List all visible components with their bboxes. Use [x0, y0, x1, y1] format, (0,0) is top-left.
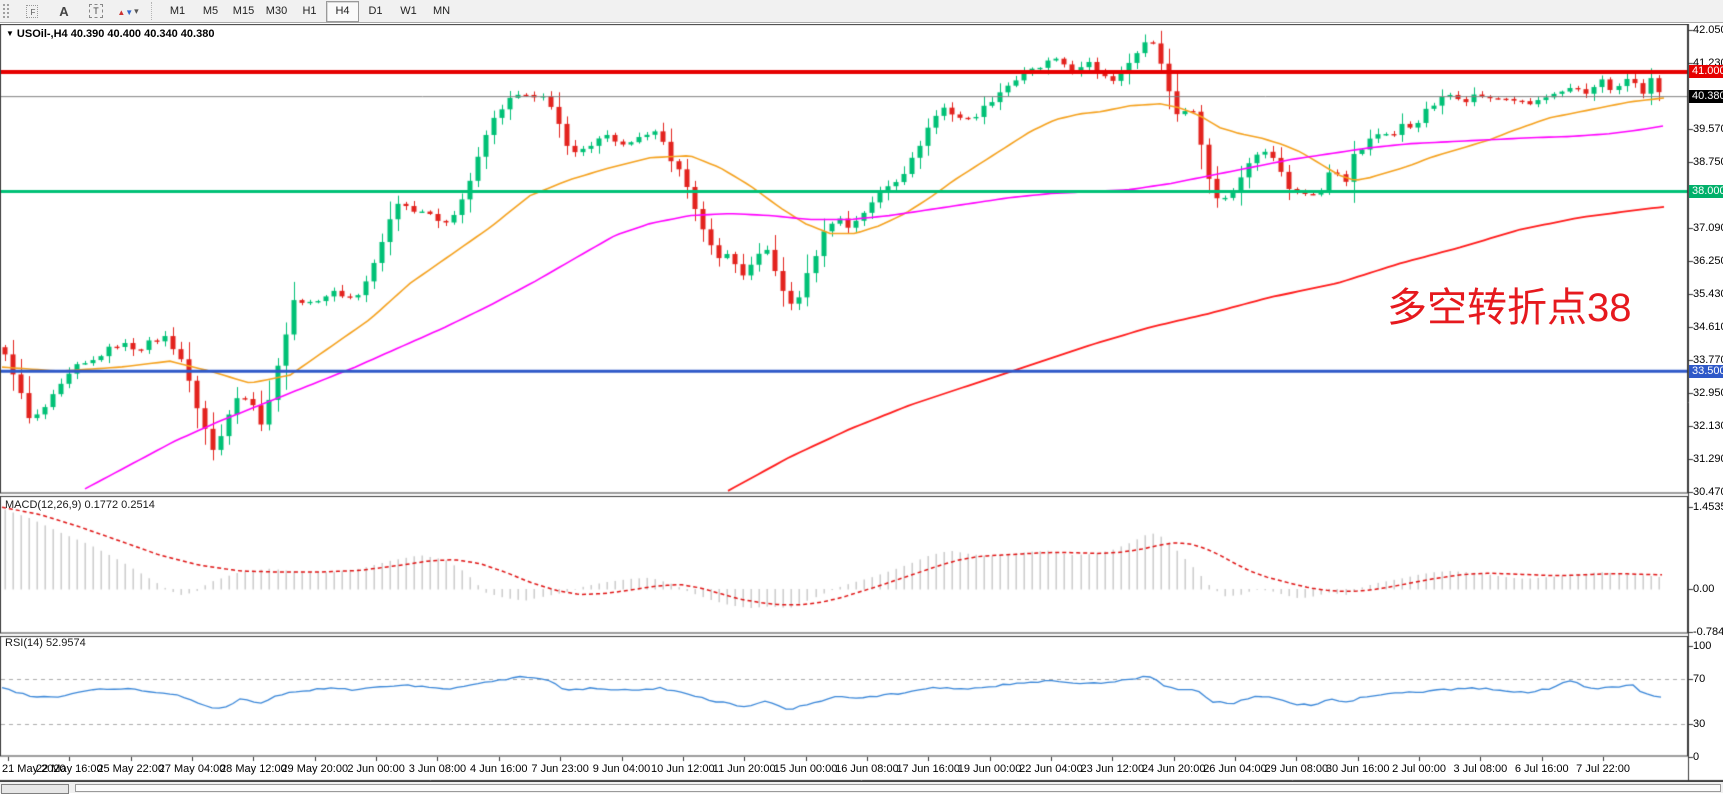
price-badge-41.000: 41.000 [1689, 65, 1723, 79]
time-tick-label: 30 Jun 16:00 [1325, 763, 1390, 775]
time-tick-label: 7 Jul 22:00 [1576, 763, 1631, 775]
time-tick-label: 2 Jun 00:00 [347, 763, 405, 775]
timeframe-button-W1[interactable]: W1 [400, 5, 417, 17]
toolbar: F A T ▲▼ ▾ M1 M5 M15 M30 H1 H4 D1 W1 MN [0, 0, 1723, 23]
time-tick-label: 6 Jul 16:00 [1514, 763, 1569, 775]
price-badge-40.380: 40.380 [1689, 90, 1723, 104]
timeframe-button-D1[interactable]: D1 [368, 5, 383, 17]
timeframe-button-M1[interactable]: M1 [169, 5, 186, 17]
time-tick-label: 3 Jul 08:00 [1453, 763, 1508, 775]
time-tick-label: 22 May 16:00 [36, 763, 103, 775]
time-tick-label: 17 Jun 16:00 [896, 763, 961, 775]
time-tick-label: 9 Jun 04:00 [592, 763, 651, 775]
text-box-tool-button[interactable]: T [81, 1, 111, 22]
time-tick-label: 28 May 12:00 [220, 763, 287, 775]
time-tick-label: 7 Jun 23:00 [531, 763, 589, 775]
time-tick-label: 21 May 2020 [2, 763, 66, 775]
time-tick-label: 19 Jun 00:00 [957, 763, 1022, 775]
sort-arrows-icon: ▲▼ [117, 8, 134, 17]
time-tick-label: 3 Jun 08:00 [408, 763, 467, 775]
price-badge-38.000: 38.000 [1689, 185, 1723, 199]
time-tick-label: 25 May 22:00 [97, 763, 165, 775]
price-chart-canvas[interactable] [0, 24, 1723, 781]
timeframe-button-M5[interactable]: M5 [202, 5, 219, 17]
time-tick-label: 4 Jun 16:00 [470, 763, 528, 775]
timeframe-button-M15[interactable]: M15 [232, 5, 255, 17]
time-tick-label: 22 Jun 04:00 [1019, 763, 1083, 775]
grid-f-tool-button[interactable]: F [17, 1, 47, 22]
time-tick-label: 23 Jun 12:00 [1080, 763, 1145, 775]
time-tick-label: 24 Jun 20:00 [1141, 763, 1206, 775]
time-tick-label: 26 Jun 04:00 [1203, 763, 1267, 775]
time-tick-label: 29 Jun 08:00 [1264, 763, 1329, 775]
timeframe-button-H1[interactable]: H1 [302, 5, 317, 17]
timeframe-button-H4[interactable]: H4 [326, 0, 359, 22]
time-tick-label: 11 Jun 20:00 [712, 763, 776, 775]
time-tick-label: 16 Jun 08:00 [835, 763, 899, 775]
toolbar-grip[interactable] [2, 3, 11, 19]
grid-f-icon: F [25, 4, 39, 18]
time-tick-label: 10 Jun 12:00 [651, 763, 715, 775]
boxed-t-icon: T [89, 4, 103, 18]
chart-bottom-bar [0, 781, 1723, 794]
scrollbar-track[interactable] [75, 784, 1721, 792]
letter-a-icon: A [59, 3, 69, 19]
drawing-tools-button[interactable]: ▲▼ ▾ [113, 1, 143, 22]
price-badge-33.500: 33.500 [1689, 364, 1723, 378]
time-tick-label: 15 Jun 00:00 [773, 763, 838, 775]
timeframe-button-M30[interactable]: M30 [265, 5, 288, 17]
chevron-down-icon: ▾ [134, 5, 139, 16]
time-tick-label: 2 Jul 00:00 [1392, 763, 1446, 775]
text-label-tool-button[interactable]: A [49, 1, 79, 22]
time-tick-label: 27 May 04:00 [158, 763, 226, 775]
toolbar-separator [151, 2, 153, 20]
timeframe-button-MN[interactable]: MN [432, 5, 451, 17]
timeframe-button-group: M1 M5 M15 M30 H1 H4 D1 W1 MN [161, 0, 458, 22]
time-tick-label: 29 May 20:00 [281, 763, 349, 775]
